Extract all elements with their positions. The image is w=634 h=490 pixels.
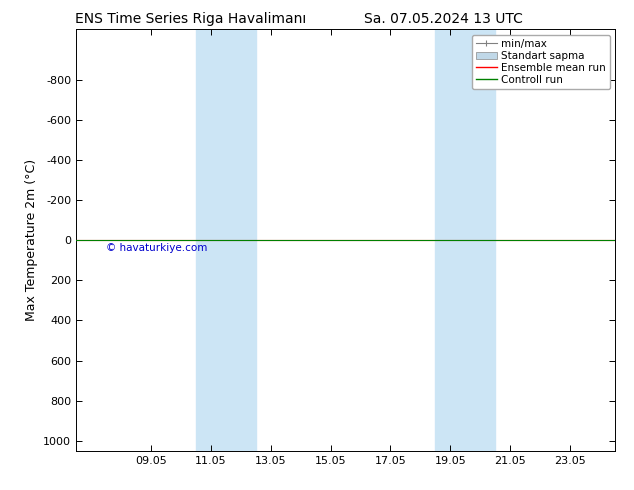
Legend: min/max, Standart sapma, Ensemble mean run, Controll run: min/max, Standart sapma, Ensemble mean r… <box>472 35 610 89</box>
Y-axis label: Max Temperature 2m (°C): Max Temperature 2m (°C) <box>25 159 37 321</box>
Text: © havaturkiye.com: © havaturkiye.com <box>106 243 207 253</box>
Bar <box>196 29 256 451</box>
Text: ENS Time Series Riga Havalimanı: ENS Time Series Riga Havalimanı <box>75 12 306 26</box>
Text: Sa. 07.05.2024 13 UTC: Sa. 07.05.2024 13 UTC <box>365 12 523 26</box>
Bar <box>436 29 495 451</box>
